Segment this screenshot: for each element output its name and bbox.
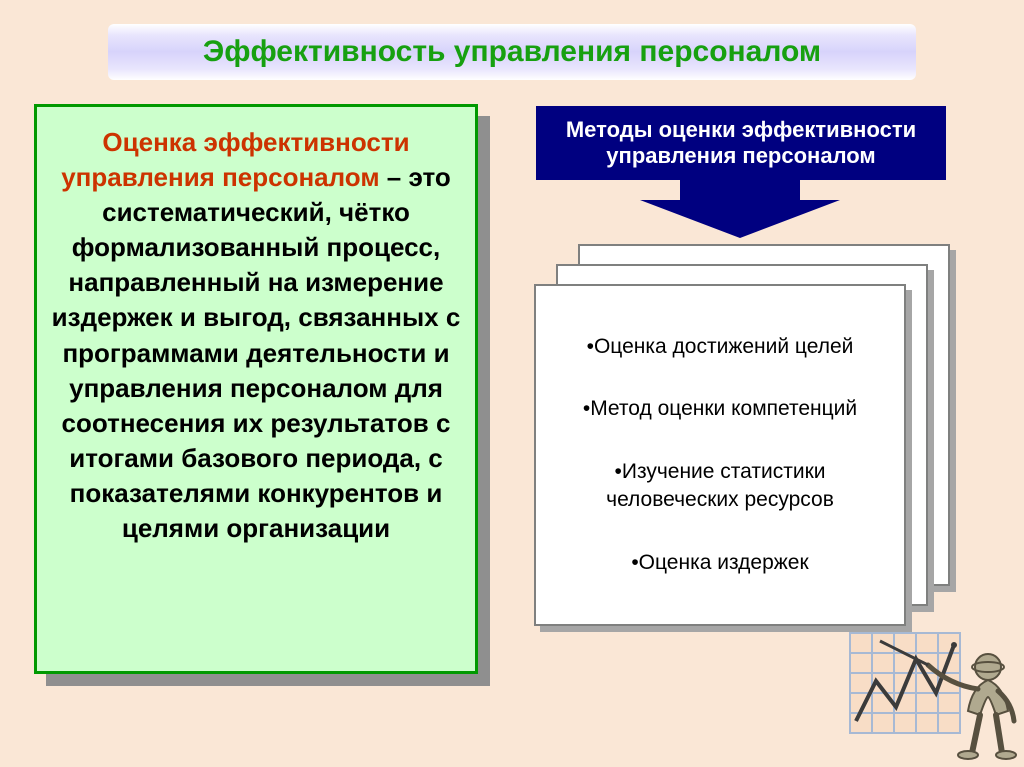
slide-title: Эффективность управления персоналом	[203, 35, 821, 69]
methods-header-text: Методы оценки эффективности управления п…	[546, 117, 936, 169]
list-item: •Метод оценки компетенций	[583, 395, 857, 423]
presenter-clipart-icon	[840, 611, 1020, 761]
methods-header: Методы оценки эффективности управления п…	[536, 106, 946, 180]
stack-card-front: •Оценка достижений целей •Метод оценки к…	[534, 284, 906, 626]
definition-body: – это систематический, чётко формализова…	[52, 162, 461, 543]
definition-box: Оценка эффективности управления персонал…	[34, 104, 478, 674]
list-item: •Изучение статистики человеческих ресурс…	[556, 458, 884, 515]
slide-title-bar: Эффективность управления персоналом	[108, 24, 916, 80]
down-arrow-icon	[640, 176, 840, 240]
list-item: •Оценка достижений целей	[587, 333, 854, 361]
methods-card-stack: •Оценка достижений целей •Метод оценки к…	[534, 244, 954, 624]
list-item: •Оценка издержек	[631, 549, 808, 577]
definition-lead: Оценка эффективности управления персонал…	[61, 127, 409, 192]
